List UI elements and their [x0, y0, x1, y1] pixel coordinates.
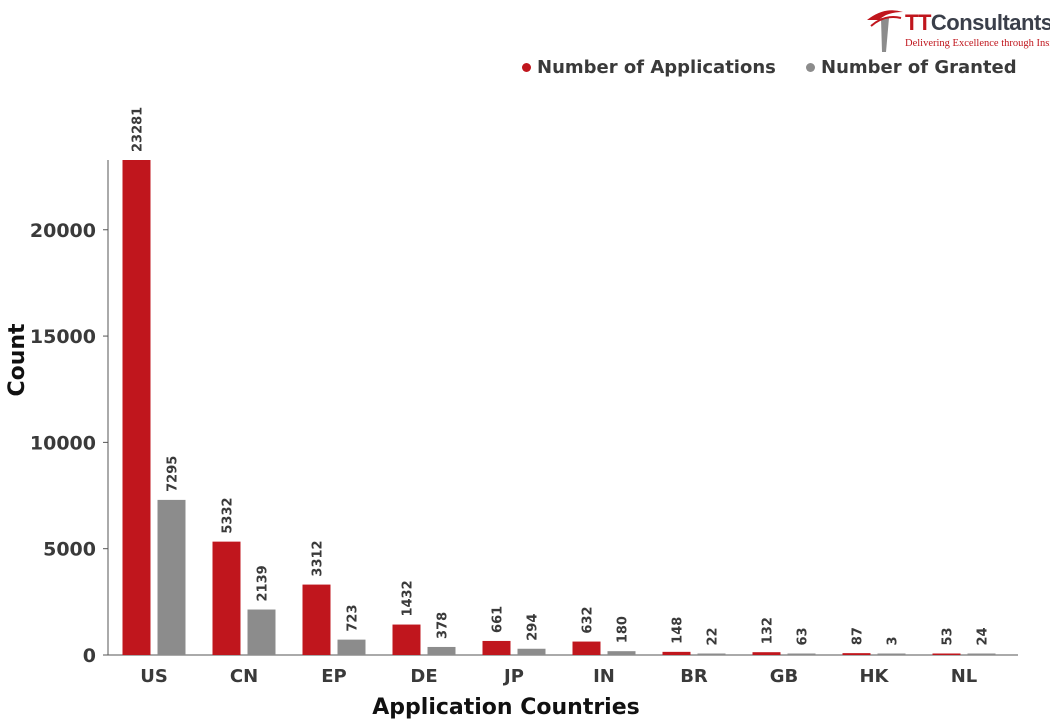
data-label: 723 [346, 604, 361, 631]
bar-applications [302, 584, 331, 655]
data-label: 294 [526, 614, 541, 641]
data-label: 63 [796, 627, 811, 645]
data-label: 23281 [131, 107, 146, 152]
logo-suffix: Consultants [930, 10, 1050, 35]
data-label: 22 [706, 627, 721, 645]
logo-wordmark: TTConsultants [905, 10, 1050, 36]
data-label: 1432 [401, 580, 416, 616]
data-label: 5332 [221, 497, 236, 533]
bar-applications [842, 653, 871, 655]
bar-granted [697, 653, 726, 655]
bar-granted [607, 651, 636, 655]
data-label: 24 [976, 627, 991, 645]
legend-item-applications: Number of Applications [522, 55, 776, 79]
bar-granted [877, 653, 906, 655]
x-tick-label: BR [680, 666, 708, 687]
logo-prefix: TT [905, 10, 931, 35]
y-tick-label: 20000 [30, 220, 96, 242]
x-tick-label: HK [859, 666, 889, 687]
data-label: 132 [761, 617, 776, 644]
data-label: 180 [616, 616, 631, 643]
legend-label-granted: Number of Granted [821, 56, 1017, 78]
bar-applications [662, 651, 691, 655]
legend-item-granted: Number of Granted [806, 55, 1017, 79]
y-tick-label: 0 [83, 645, 96, 667]
bar-applications [212, 541, 241, 655]
x-tick-label: DE [410, 666, 437, 687]
data-label: 378 [436, 612, 451, 639]
data-label: 632 [581, 606, 596, 633]
x-tick-label: US [140, 666, 168, 687]
bar-applications [122, 160, 151, 655]
brand-logo: TTConsultants Delivering Excellence thro… [865, 6, 1050, 58]
legend-swatch-granted [806, 62, 815, 72]
x-tick-label: GB [770, 666, 799, 687]
data-label: 3 [886, 636, 901, 645]
bar-granted [787, 653, 816, 655]
data-label: 7295 [166, 456, 181, 492]
bar-granted [157, 499, 186, 655]
bar-granted [517, 648, 546, 655]
logo-tagline: Delivering Excellence through Insights [905, 38, 1050, 49]
bar-applications [932, 653, 961, 655]
data-label: 53 [941, 627, 956, 645]
bar-applications [572, 641, 601, 655]
bar-applications [392, 624, 421, 655]
bar-granted [247, 609, 276, 655]
y-tick-label: 10000 [30, 432, 96, 454]
data-label: 3312 [311, 540, 326, 576]
data-label: 148 [671, 617, 686, 644]
x-axis-title: Application Countries [372, 695, 640, 720]
x-tick-label: IN [593, 666, 615, 687]
bar-applications [752, 652, 781, 655]
bar-granted [967, 653, 996, 655]
data-label: 661 [491, 606, 506, 633]
legend-label-applications: Number of Applications [537, 56, 776, 78]
bar-granted [427, 646, 456, 655]
data-label: 87 [851, 627, 866, 645]
data-label: 2139 [256, 565, 271, 601]
x-tick-label: NL [951, 666, 978, 687]
logo-mark-icon [867, 10, 903, 52]
bar-applications [482, 640, 511, 655]
y-tick-label: 15000 [30, 326, 96, 348]
y-axis-title: Count [5, 323, 30, 397]
bar-granted [337, 639, 366, 655]
legend-swatch-applications [522, 62, 531, 72]
y-tick-label: 5000 [43, 539, 96, 561]
x-tick-label: EP [321, 666, 347, 687]
x-tick-label: JP [502, 666, 524, 687]
x-tick-label: CN [230, 666, 258, 687]
